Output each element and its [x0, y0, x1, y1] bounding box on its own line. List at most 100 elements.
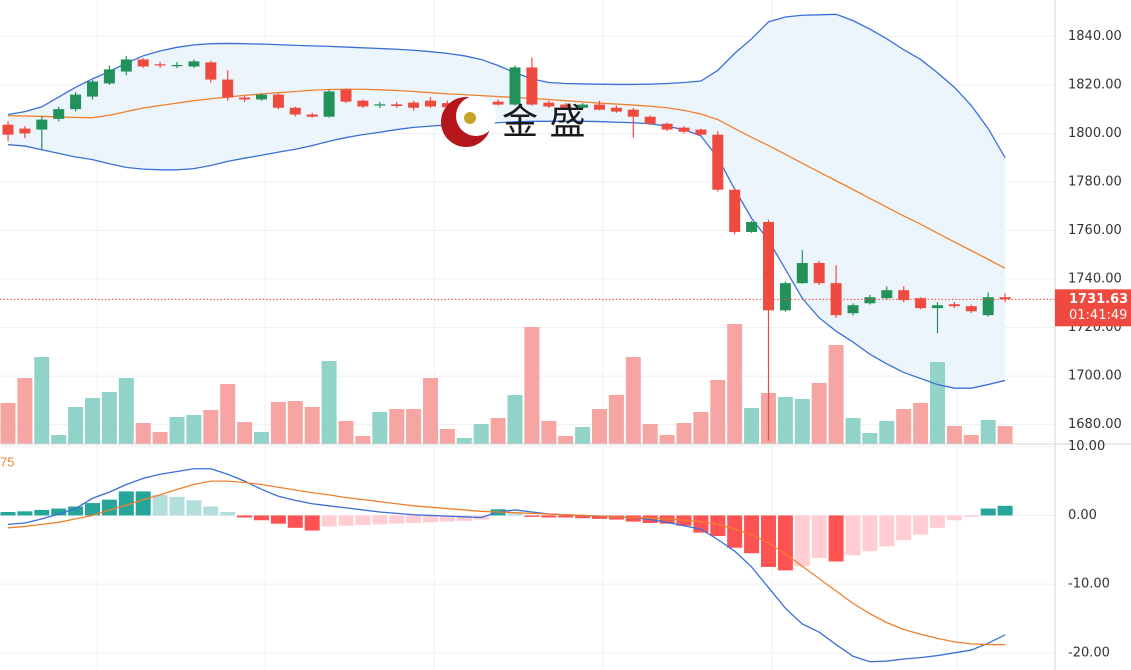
volume-bar	[507, 395, 523, 444]
candle-body	[982, 297, 994, 316]
candle-body	[509, 67, 521, 105]
y-tick-label: 1840.00	[1068, 29, 1122, 44]
logo-crescent	[456, 96, 496, 136]
volume-bar	[85, 398, 100, 444]
volume-bar	[811, 383, 827, 444]
volume-bar	[879, 421, 895, 444]
candle-body	[340, 89, 352, 102]
candle-body	[898, 290, 910, 301]
candle-body	[306, 114, 318, 117]
macd-histogram-bar	[389, 515, 405, 524]
candle-body	[644, 116, 656, 124]
axis-background	[1055, 0, 1131, 670]
volume-bar	[270, 402, 286, 444]
candle-body	[70, 94, 82, 110]
macd-histogram-bar	[913, 515, 929, 535]
volume-bar	[541, 421, 557, 444]
logo-text: 金 盛	[502, 102, 585, 143]
candle-body	[289, 107, 301, 115]
volume-bar	[608, 395, 624, 444]
volume-bar	[101, 392, 117, 444]
macd-histogram-bar	[710, 515, 726, 537]
candle-body	[256, 94, 267, 100]
volume-bar	[439, 429, 455, 444]
candle-body	[272, 94, 284, 108]
macd-histogram-bar	[423, 515, 438, 523]
volume-bar	[913, 403, 929, 444]
macd-histogram-bar	[51, 508, 67, 516]
macd-label: 75	[0, 454, 14, 469]
candle-body	[425, 100, 436, 107]
volume-bar	[963, 435, 979, 444]
volume-bar	[575, 427, 591, 444]
candle-body	[594, 104, 605, 110]
candle-body	[948, 304, 960, 307]
candle-body	[19, 128, 31, 134]
band-line	[7, 13, 1006, 159]
price-tag-countdown: 01:41:49	[1069, 308, 1127, 323]
macd-line	[7, 480, 1006, 646]
candle-body	[87, 81, 98, 97]
volume-bar	[389, 409, 405, 444]
candle-body	[847, 305, 859, 314]
macd-histogram-bar	[980, 508, 996, 516]
volume-bar	[828, 345, 844, 444]
macd-histogram-bar	[456, 515, 472, 521]
y-tick-label: 1700.00	[1068, 369, 1122, 384]
macd-histogram-bar	[355, 515, 371, 526]
macd-histogram-bar	[68, 506, 84, 516]
volume-bar	[524, 327, 540, 444]
macd-histogram-bar	[879, 515, 895, 547]
macd-histogram-bar	[186, 500, 202, 516]
macd-histogram-bar	[592, 515, 607, 519]
logo: 金 盛	[441, 96, 585, 147]
volume-bar	[51, 435, 67, 444]
candle-body	[610, 107, 622, 112]
volume-bar	[0, 403, 16, 444]
macd-histogram-bar	[220, 512, 236, 516]
macd-histogram-bar	[727, 515, 743, 548]
volume-bar	[456, 438, 472, 444]
volume-bar	[17, 378, 33, 444]
volume-bar	[693, 412, 709, 444]
candle-body	[661, 123, 673, 130]
y-tick-label: 10.00	[1068, 439, 1105, 454]
volume-bar	[676, 423, 692, 444]
candle-body	[932, 305, 943, 309]
macd-histogram-bar	[507, 513, 523, 516]
y-tick-label: 1760.00	[1068, 223, 1122, 238]
macd-histogram-bar	[237, 515, 253, 518]
y-tick-label: 1820.00	[1068, 77, 1122, 92]
volume-bar	[338, 421, 354, 444]
y-tick-label: -20.00	[1068, 645, 1110, 660]
candle-body	[239, 97, 251, 100]
volume-bar	[304, 407, 320, 444]
volume-bar	[423, 378, 438, 444]
volume-bar	[254, 432, 269, 444]
candle-body	[53, 109, 65, 119]
macd-histogram-bar	[693, 515, 709, 533]
macd-histogram-bar	[930, 515, 945, 528]
volume-bar	[625, 357, 641, 444]
candle-body	[492, 101, 504, 105]
y-tick-label: 0.00	[1068, 508, 1097, 523]
volume-bar	[203, 410, 219, 444]
candle-body	[915, 298, 927, 309]
macd-histogram-bar	[575, 515, 591, 519]
candle-body	[408, 102, 420, 108]
volume-bar	[473, 424, 489, 444]
volume-bar	[659, 435, 675, 444]
candle-body	[441, 103, 453, 108]
macd-histogram-bar	[845, 515, 861, 556]
macd-histogram-bar	[828, 515, 844, 562]
macd-histogram-bar	[152, 494, 168, 516]
volume-bar	[220, 384, 236, 444]
volume-bar	[896, 409, 912, 444]
volume-bar	[186, 415, 202, 444]
volume-bar	[135, 423, 151, 444]
macd-histogram-bar	[270, 515, 286, 524]
candle-body	[205, 62, 217, 80]
volume-bar	[744, 408, 760, 444]
